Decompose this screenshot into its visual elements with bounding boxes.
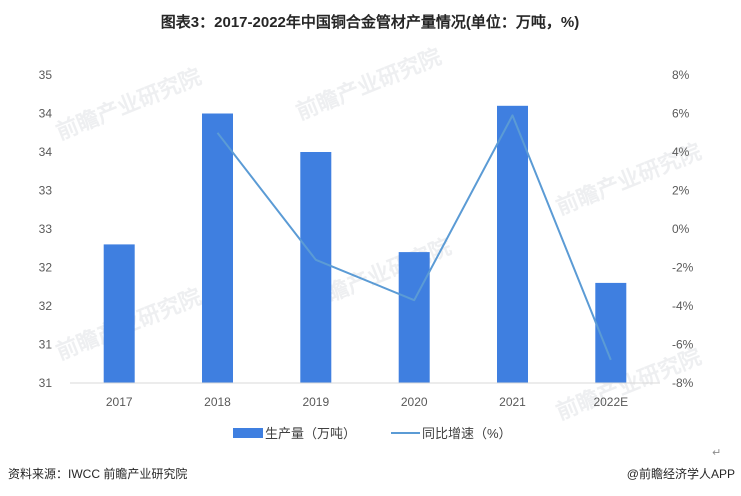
legend: 生产量（万吨） 同比增速（%） [233,426,512,441]
watermark-text: 前瞻产业研究院 [53,64,205,145]
y-right-tick-label: 2% [672,184,690,198]
y-left-tick-label: 32 [39,261,53,275]
credit-note: @前瞻经济学人APP [627,466,735,481]
source-note: 资料来源：IWCC 前瞻产业研究院 [8,466,187,481]
x-tick-label: 2022E [593,395,628,409]
x-tick-label: 2021 [499,395,526,409]
y-left-tick-label: 31 [39,376,53,390]
bar-2020 [398,252,430,383]
y-left-tick-label: 34 [39,145,53,159]
bar-2018 [202,113,233,383]
growth-rate-line [216,114,612,361]
y-left-tick-label: 34 [39,107,53,121]
y-right-tick-label: -6% [672,338,694,352]
x-tick-label: 2020 [401,395,428,409]
y-left-tick-label: 35 [39,68,53,82]
plot-area: 35 34 34 33 33 32 32 31 31 8% 6% 4% 2% 0% -2% -4% -6% -8%… [39,68,694,409]
y-left-tick-label: 33 [39,222,53,236]
y-right-tick-label: 6% [672,107,690,121]
y-left-tick-label: 32 [39,299,53,313]
x-tick-label: 2018 [204,395,231,409]
y-right-tick-label: -8% [672,376,694,390]
y-right-tick-label: 0% [672,222,690,236]
x-tick-label: 2019 [302,395,329,409]
y-right-tick-label: 8% [672,68,690,82]
y-right-tick-label: 4% [672,145,690,159]
chart-title: 图表3：2017-2022年中国铜合金管材产量情况(单位：万吨，%) [161,13,579,31]
y-right-tick-label: -4% [672,299,694,313]
legend-label-production: 生产量（万吨） [265,426,356,441]
paragraph-mark: ↵ [712,447,721,459]
bar-2019 [300,152,332,383]
x-tick-label: 2017 [106,395,133,409]
y-left-tick-label: 33 [39,184,53,198]
bar-2021 [497,105,528,384]
y-left-tick-label: 31 [39,338,53,352]
y-right-tick-label: -2% [672,261,694,275]
bar-2017 [103,244,135,383]
legend-label-growth: 同比增速（%） [422,426,512,441]
legend-bar-swatch [233,428,263,438]
watermark-text: 前瞻产业研究院 [293,44,445,125]
